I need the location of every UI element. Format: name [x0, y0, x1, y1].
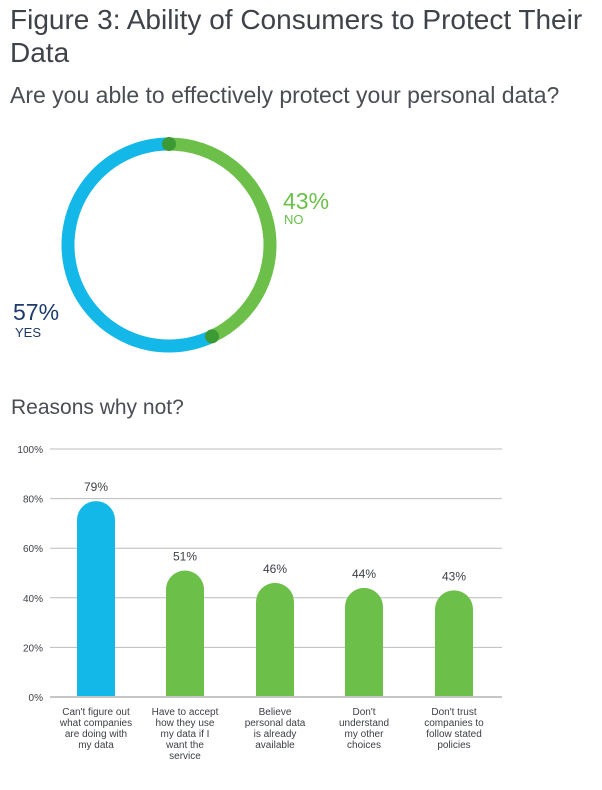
donut-no-percent: 43% [283, 188, 330, 214]
donut-slice-no [168, 137, 277, 343]
x-tick-label: Can't figure out what companies are doing … [59, 707, 133, 751]
donut-yes-label: YES [15, 325, 42, 340]
y-tick-label: 0% [29, 693, 44, 704]
y-tick-label: 40% [23, 594, 43, 605]
bar [345, 587, 383, 696]
bar-value-label: 79% [84, 480, 108, 494]
x-tick-label: Believe personal data is already available [244, 707, 306, 751]
y-tick-label: 100% [17, 445, 43, 456]
bar-value-label: 51% [173, 550, 197, 564]
chart-subtitle: Are you able to effectively protect your… [10, 82, 560, 108]
x-tick-label: Don't understand my other choices [338, 707, 390, 751]
bar [256, 582, 294, 696]
bar-section-title: Reasons why not? [11, 396, 184, 419]
donut-marker-start [162, 137, 176, 151]
bar-value-label: 43% [442, 569, 466, 583]
bar [166, 570, 204, 696]
y-tick-label: 80% [23, 495, 43, 506]
donut-chart [61, 137, 277, 353]
donut-yes-percent: 57% [13, 299, 60, 325]
bar-value-label: 46% [263, 562, 287, 576]
donut-no-label: NO [284, 212, 304, 227]
donut-marker-end [205, 329, 220, 344]
chart-title: Figure 3: Ability of Consumers to Protec… [10, 4, 583, 68]
bar [77, 501, 115, 696]
bar-value-label: 44% [352, 567, 376, 581]
bar [435, 590, 473, 696]
y-tick-label: 60% [23, 544, 43, 555]
x-tick-label: Don't trust companies to follow stated poli… [424, 707, 484, 751]
y-tick-label: 20% [23, 643, 43, 654]
donut-slice-yes [61, 137, 215, 353]
